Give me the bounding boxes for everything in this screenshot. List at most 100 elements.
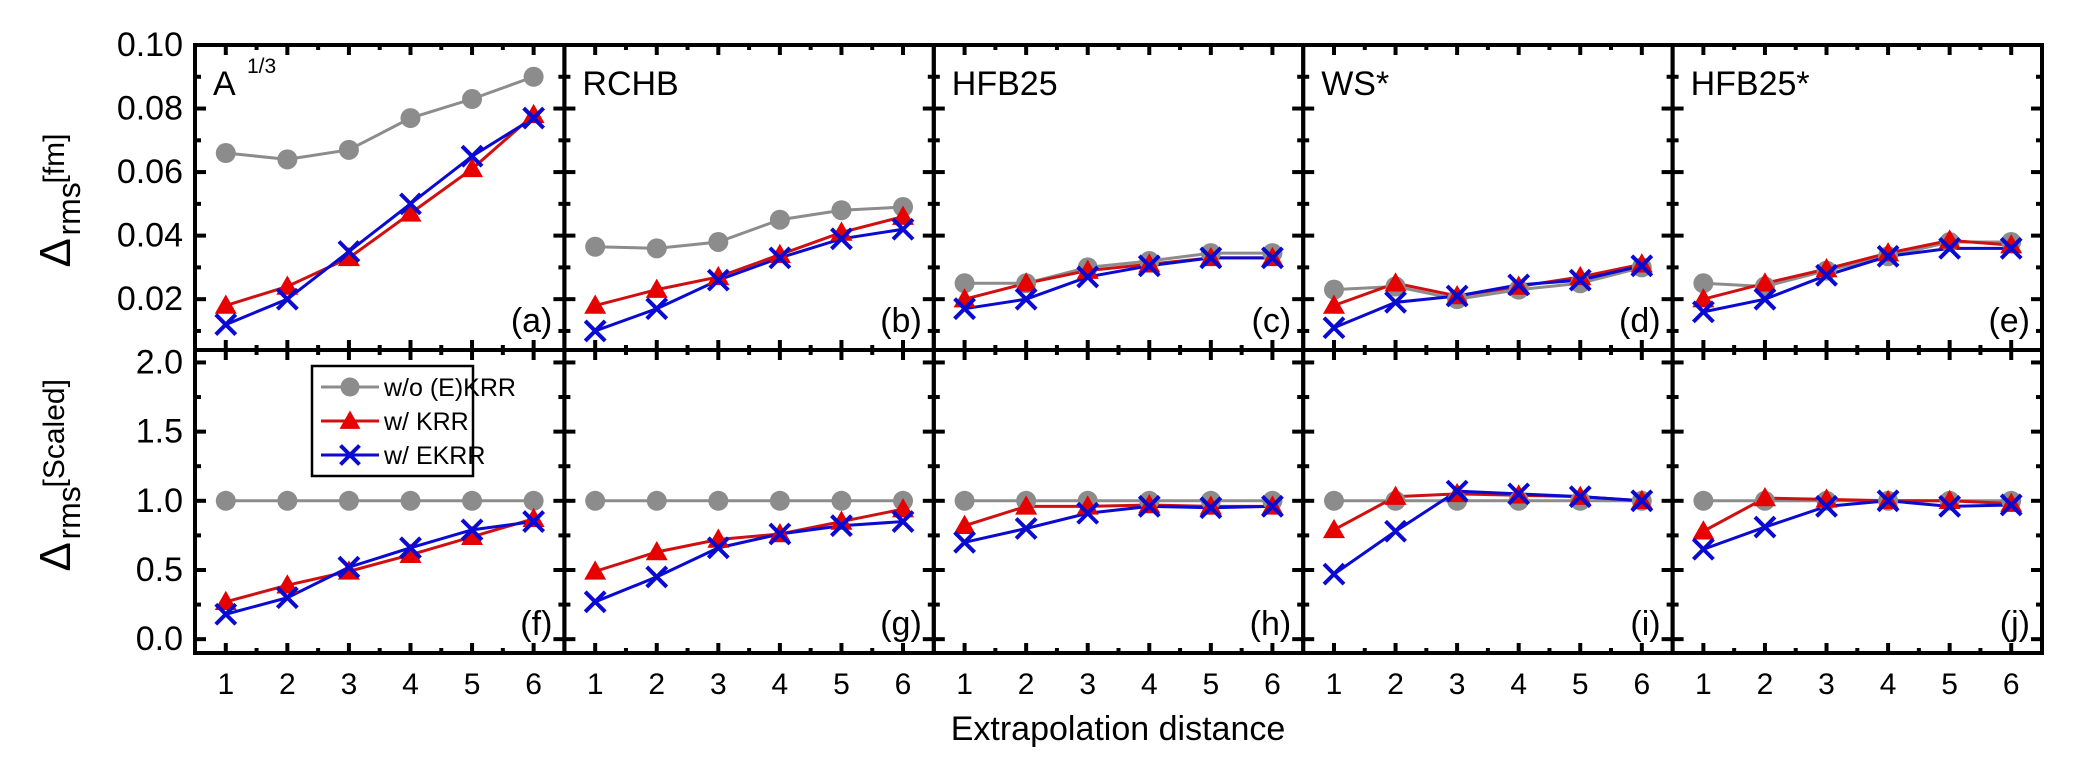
x-tick-label: 1: [217, 668, 234, 701]
series-line-ekrr: [225, 116, 535, 326]
x-tick-label: 5: [1203, 668, 1220, 701]
series-line-krr: [1702, 496, 2012, 533]
data-point-without: [646, 238, 667, 259]
data-point-without: [954, 490, 975, 511]
panel-title: RCHB: [582, 65, 678, 103]
x-tick-label: 1: [956, 668, 973, 701]
y-axis-label-symbol: Δ: [31, 238, 80, 267]
data-point-without: [708, 490, 729, 511]
series-line-krr: [1333, 492, 1642, 532]
panel-c: HFB25 (c): [931, 43, 1306, 352]
data-point-krr: [645, 278, 668, 298]
series-line-krr: [1333, 262, 1643, 307]
data-point-ekrr: [1630, 254, 1654, 278]
data-point-ekrr: [460, 518, 484, 542]
panel-tag: (h): [1250, 605, 1292, 643]
data-point-krr: [461, 157, 484, 178]
data-point-ekrr: [1568, 485, 1592, 509]
data-point-krr: [214, 294, 237, 314]
x-tick-label: 6: [1264, 668, 1281, 701]
x-tick-label: 4: [1880, 668, 1897, 701]
data-point-ekrr: [1999, 493, 2023, 517]
y-axis-label-subscript: rms: [51, 182, 87, 235]
legend-box: [310, 364, 475, 478]
data-point-krr: [1753, 272, 1776, 292]
x-tick-label: 5: [1572, 668, 1589, 701]
legend-marker-krr: [339, 410, 361, 429]
data-point-without: [769, 490, 790, 511]
data-point-krr: [1938, 489, 1961, 510]
x-tick-label: 5: [1941, 668, 1958, 701]
data-point-krr: [1692, 288, 1715, 308]
data-point-ekrr: [583, 319, 607, 343]
data-point-ekrr: [1014, 517, 1038, 540]
data-point-ekrr: [1507, 273, 1531, 297]
data-point-without: [1323, 279, 1344, 300]
data-point-ekrr: [1507, 482, 1531, 506]
data-point-ekrr: [891, 510, 915, 533]
series-line-without: [964, 251, 1273, 285]
panel-a: A 1/3 (a): [193, 43, 567, 352]
data-point-krr: [892, 498, 915, 518]
series-line-ekrr: [964, 256, 1273, 311]
y-axis-label-symbol: Δ: [31, 542, 80, 571]
data-point-ekrr: [1199, 246, 1223, 270]
data-point-without: [277, 149, 298, 170]
data-point-ekrr: [1384, 519, 1407, 543]
data-point-without: [646, 490, 667, 511]
series-line-ekrr: [1703, 246, 2012, 314]
legend-marker-without: [340, 377, 360, 397]
data-point-ekrr: [1568, 268, 1592, 292]
x-tick-label: 3: [710, 668, 727, 701]
data-point-without: [585, 490, 606, 511]
legend-label: w/ EKRR: [383, 442, 485, 470]
data-point-without: [708, 231, 729, 252]
data-point-ekrr: [768, 522, 792, 546]
data-point-ekrr: [1322, 316, 1346, 340]
panel-tag: (d): [1619, 302, 1661, 340]
panel-h: (h) 1 2 3 4 5 6: [931, 348, 1306, 701]
data-point-ekrr: [337, 555, 361, 579]
panel-tag: (j): [2000, 605, 2030, 643]
data-point-ekrr: [522, 106, 546, 130]
data-point-ekrr: [522, 510, 546, 533]
data-point-without: [462, 490, 483, 511]
data-point-ekrr: [1261, 494, 1284, 518]
data-point-ekrr: [645, 297, 669, 321]
panels-layer: A 1/3 (a) RCHB (b) HFB25 (c) WS* (d) HFB25* (e) (f)…: [31, 26, 2044, 701]
data-point-ekrr: [1261, 246, 1284, 270]
panel-tag: (f): [520, 605, 552, 643]
x-tick-label: 3: [1079, 668, 1096, 701]
series-line-krr: [225, 113, 535, 307]
data-point-krr: [953, 514, 976, 534]
data-point-krr: [1384, 272, 1407, 292]
data-point-ekrr: [1815, 494, 1838, 518]
y-tick-label: 0.06: [117, 153, 183, 191]
series-line-ekrr: [1333, 264, 1643, 330]
x-axis-label: Extrapolation distance: [951, 710, 1286, 748]
x-tick-label: 6: [895, 668, 912, 701]
data-point-krr: [1569, 265, 1592, 286]
series-line-without: [1333, 265, 1643, 301]
data-point-ekrr: [399, 192, 422, 216]
data-point-ekrr: [275, 586, 299, 610]
x-tick-label: 4: [402, 668, 419, 701]
panel-tag: (e): [1988, 302, 2030, 340]
data-point-without: [585, 236, 606, 257]
data-point-ekrr: [1753, 287, 1777, 311]
data-point-without: [1323, 490, 1344, 511]
data-point-ekrr: [337, 240, 361, 263]
data-point-without: [1693, 273, 1714, 294]
y-axis-label-unit: [Scaled]: [38, 379, 71, 487]
x-tick-label: 2: [648, 668, 665, 701]
data-point-krr: [707, 265, 730, 286]
y-tick-label: 0.02: [117, 280, 183, 318]
panel-title: A: [213, 65, 236, 103]
data-point-ekrr: [953, 297, 976, 321]
panel-tag: (i): [1630, 605, 1660, 643]
x-tick-label: 2: [1757, 668, 1774, 701]
data-point-ekrr: [1322, 562, 1346, 586]
panel-title: WS*: [1321, 65, 1389, 103]
panel-b: RCHB (b): [562, 43, 936, 352]
data-point-krr: [584, 294, 607, 314]
